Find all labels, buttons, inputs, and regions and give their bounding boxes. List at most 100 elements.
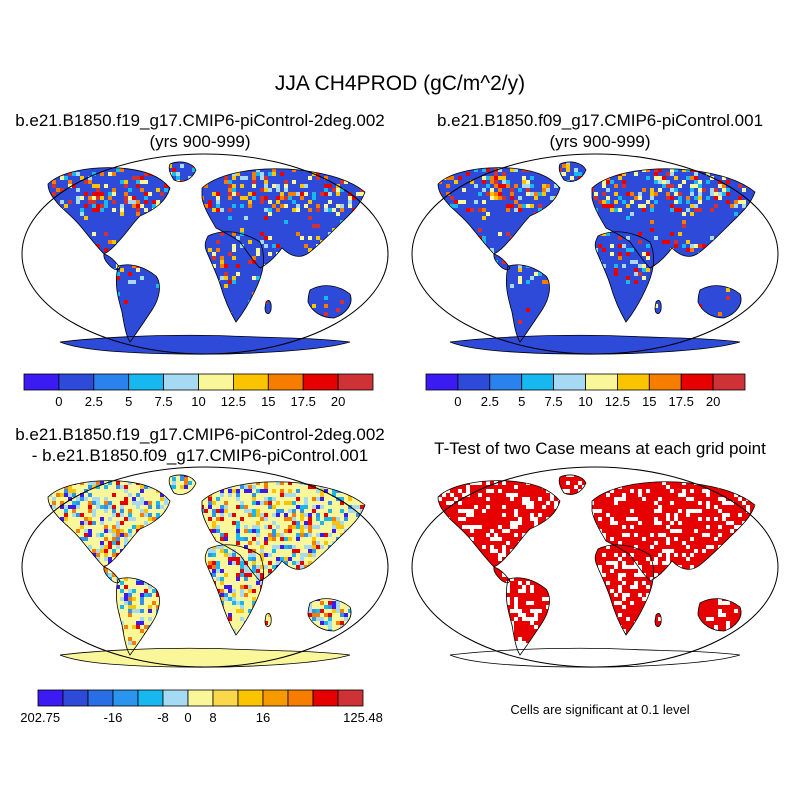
- colorbar-swatch: [302, 373, 339, 391]
- colorbar-tick-label: 5: [125, 394, 132, 409]
- panel-title-bottom-left-line2: - b.e21.B1850.f09_g17.CMIP6-piControl.00…: [31, 446, 369, 465]
- coastline-central-america: [103, 566, 121, 584]
- colorbar-swatch: [93, 373, 130, 391]
- colorbar-tick-label: 2.5: [85, 394, 103, 409]
- colorbar-difference: -202.75 -16 -8 0 8 16 125.48: [20, 689, 383, 725]
- colorbar-swatch: [457, 373, 491, 391]
- coastline-greenland: [168, 161, 197, 182]
- colorbar-swatch: [312, 689, 339, 707]
- colorbar-swatch: [187, 689, 214, 707]
- coastline-madagascar: [264, 613, 272, 627]
- panel-title-top-right: b.e21.B1850.f09_g17.CMIP6-piControl.001 …: [400, 110, 800, 152]
- coastline-north-america: [47, 480, 171, 568]
- coastline-africa: [594, 544, 654, 636]
- colorbar-tick-label: 15: [261, 394, 275, 409]
- significance-note: Cells are significant at 0.1 level: [510, 702, 690, 717]
- colorbar-swatch: [712, 373, 746, 391]
- colorbar-tick-label: 10: [191, 394, 205, 409]
- panel-title-top-right-line1: b.e21.B1850.f09_g17.CMIP6-piControl.001: [436, 111, 764, 130]
- colorbar-tick-label: 8: [209, 710, 216, 725]
- coastline-north-america: [437, 167, 561, 255]
- colorbar-tick-label: 16: [256, 710, 270, 725]
- colorbar-swatch: [23, 373, 60, 391]
- colorbar-tick-label: 12.5: [221, 394, 246, 409]
- coastline-eurasia: [201, 481, 366, 582]
- map-difference: [21, 466, 389, 668]
- coastlines: [47, 161, 366, 355]
- coastline-north-america: [437, 480, 561, 568]
- coastline-eurasia: [591, 481, 756, 582]
- colorbar-tick-label: 2.5: [481, 394, 499, 409]
- coastlines: [437, 474, 756, 668]
- colorbar-swatch: [37, 689, 64, 707]
- colorbar-swatch: [112, 689, 139, 707]
- colorbar-tick-label: 7.5: [545, 394, 563, 409]
- coastline-central-america: [493, 566, 511, 584]
- coastline-greenland: [558, 161, 587, 182]
- coastline-australia: [697, 285, 742, 319]
- colorbar-swatch: [616, 373, 650, 391]
- colorbar-case2: 0 2.5 5 7.5 10 12.5 15 17.5 20: [425, 373, 746, 409]
- coastline-antarctica: [449, 647, 741, 668]
- colorbar-swatch: [198, 373, 234, 391]
- colorbar-tick-label: 17.5: [669, 394, 694, 409]
- coastlines: [47, 474, 366, 668]
- colorbar-tick-label: 125.48: [343, 710, 383, 725]
- panel-title-bottom-left-line1: b.e21.B1850.f19_g17.CMIP6-piControl-2deg…: [15, 425, 385, 444]
- coastline-madagascar: [654, 300, 662, 314]
- colorbar-swatch: [87, 689, 114, 707]
- colorbar-swatch: [680, 373, 714, 391]
- panel-title-bottom-right: T-Test of two Case means at each grid po…: [434, 439, 766, 458]
- colorbar-swatch: [553, 373, 586, 391]
- colorbar-swatch: [262, 689, 289, 707]
- colorbar-tick-label: 7.5: [155, 394, 173, 409]
- colorbar-tick-label: -16: [104, 710, 123, 725]
- colorbar-case1: 0 2.5 5 7.5 10 12.5 15 17.5 20: [23, 373, 374, 409]
- colorbar-swatch: [648, 373, 682, 391]
- coastline-australia: [307, 598, 352, 632]
- colorbar-swatch: [287, 689, 314, 707]
- coastline-antarctica: [449, 334, 741, 355]
- colorbar-tick-label: 0: [454, 394, 461, 409]
- colorbar-swatch: [237, 689, 264, 707]
- map-case2: [411, 153, 779, 355]
- colorbar-swatch: [163, 373, 199, 391]
- colorbar-tick-label: 12.5: [605, 394, 630, 409]
- map-border: [411, 466, 779, 668]
- colorbar-swatch: [489, 373, 523, 391]
- map-border: [21, 153, 389, 355]
- panel-title-top-left-line1: b.e21.B1850.f19_g17.CMIP6-piControl-2deg…: [15, 111, 385, 130]
- colorbar-tick-label: -202.75: [20, 710, 60, 725]
- coastline-madagascar: [264, 300, 272, 314]
- coastline-central-america: [103, 253, 121, 271]
- coastline-australia: [307, 285, 352, 319]
- coastline-greenland: [168, 474, 197, 495]
- colorbar-swatch: [58, 373, 95, 391]
- coastline-eurasia: [201, 168, 366, 269]
- colorbar-swatch: [162, 689, 189, 707]
- colorbar-tick-label: 0: [184, 710, 191, 725]
- colorbar-tick-label: 5: [518, 394, 525, 409]
- colorbar-swatch: [137, 689, 164, 707]
- colorbar-tick-label: 20: [706, 394, 720, 409]
- map-border: [411, 153, 779, 355]
- figure-title: JJA CH4PROD (gC/m^2/y): [274, 72, 526, 95]
- colorbar-swatch: [267, 373, 304, 391]
- coastline-south-america: [115, 577, 160, 656]
- coastline-south-america: [505, 577, 550, 656]
- coastline-australia: [697, 598, 742, 632]
- colorbar-tick-label: 17.5: [291, 394, 316, 409]
- panel-title-top-left: b.e21.B1850.f19_g17.CMIP6-piControl-2deg…: [0, 110, 400, 152]
- panel-title-top-left-line2: (yrs 900-999): [149, 132, 251, 151]
- colorbar-tick-label: 10: [578, 394, 592, 409]
- map-case1: [21, 153, 389, 355]
- colorbar-swatch: [585, 373, 618, 391]
- colorbar-swatch: [212, 689, 239, 707]
- map-border: [21, 466, 389, 668]
- colorbar-tick-label: 0: [55, 394, 62, 409]
- coastline-africa: [594, 231, 654, 323]
- panel-title-bottom-left: b.e21.B1850.f19_g17.CMIP6-piControl-2deg…: [0, 424, 400, 466]
- map-ttest: [411, 466, 779, 668]
- colorbar-swatch: [521, 373, 554, 391]
- colorbar-swatch: [128, 373, 164, 391]
